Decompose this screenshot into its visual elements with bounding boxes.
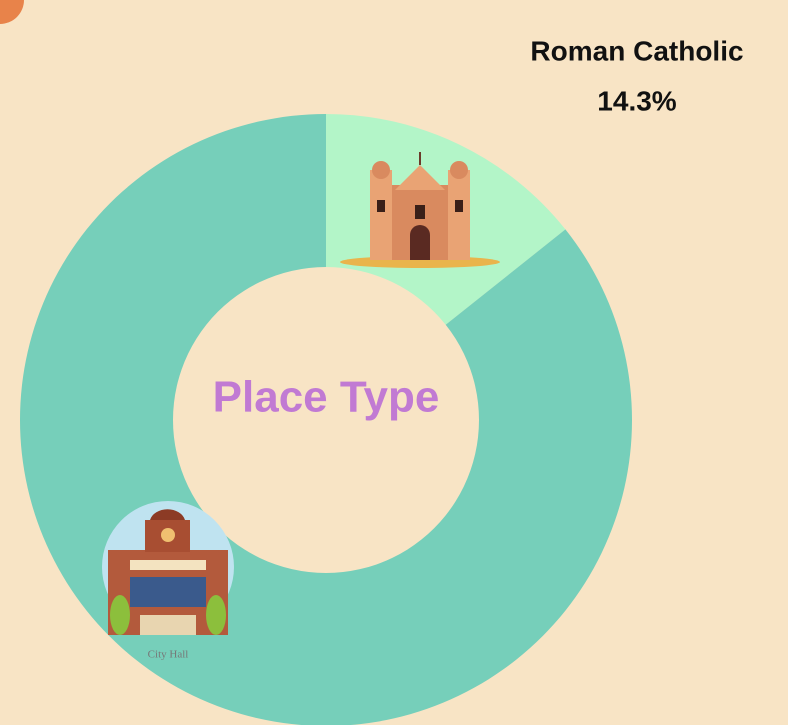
city-hall-label: City Hall bbox=[148, 649, 189, 661]
value-label: 14.3% bbox=[597, 85, 676, 116]
slice-label: Roman Catholic bbox=[530, 35, 743, 66]
city-hall-icon bbox=[102, 501, 234, 635]
corner-decoration bbox=[0, 0, 24, 24]
church-icon bbox=[340, 152, 500, 268]
center-label: Place Type bbox=[213, 373, 440, 422]
